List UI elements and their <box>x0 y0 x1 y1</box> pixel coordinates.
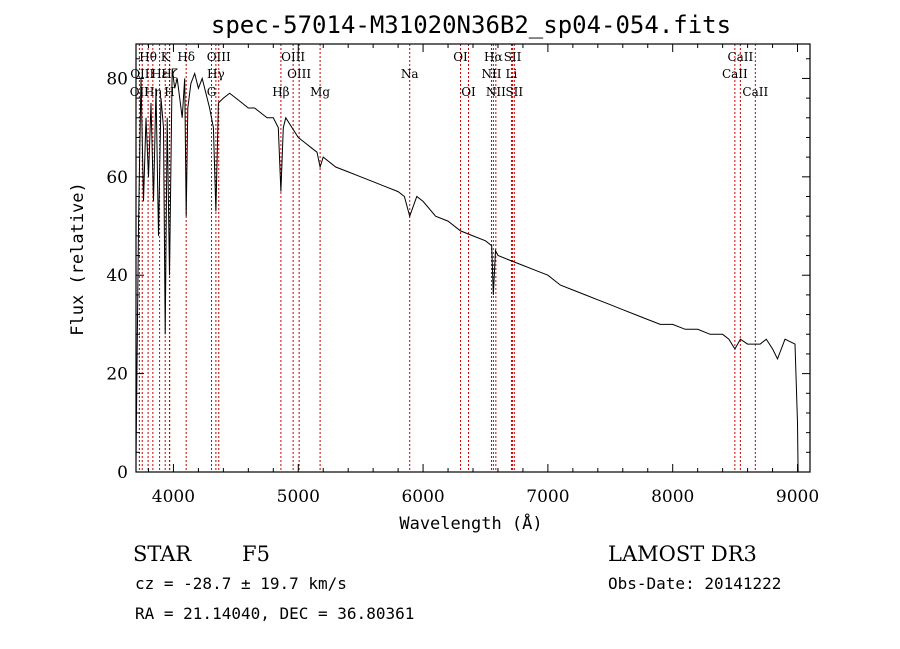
y-tick-label-0: 0 <box>117 463 128 483</box>
marker-label-22: SII <box>504 50 522 64</box>
marker-label-25: CaII <box>727 50 753 64</box>
spectral-line-markers <box>138 44 756 472</box>
object-class: STAR <box>133 542 192 566</box>
x-tick-label-8000: 8000 <box>651 487 694 507</box>
marker-label-16: Na <box>401 67 419 81</box>
marker-label-18: OI <box>461 85 476 99</box>
x-tick-label-4000: 4000 <box>152 487 195 507</box>
y-tick-label-60: 60 <box>106 168 128 188</box>
y-tick-label-80: 80 <box>106 69 128 89</box>
marker-label-3: Hη <box>144 85 162 99</box>
marker-label-10: OIII <box>207 50 231 64</box>
marker-label-8: Hζ <box>161 67 178 81</box>
x-tick-label-7000: 7000 <box>526 487 569 507</box>
spectral-line-labels: OIIHθOIIIHηKHεHHδHζGOIIIHγHβOIIIOIIIMgNa… <box>130 50 769 99</box>
marker-label-11: Hγ <box>207 67 225 81</box>
marker-label-12: Hβ <box>272 85 289 99</box>
marker-label-26: CaII <box>722 67 748 81</box>
marker-label-17: OI <box>453 50 468 64</box>
marker-label-5: Hε <box>151 67 168 81</box>
marker-label-20: NII <box>481 67 501 81</box>
x-tick-label-5000: 5000 <box>277 487 320 507</box>
x-axis-label: Wavelength (Å) <box>399 512 542 534</box>
y-tick-label-20: 20 <box>106 365 128 385</box>
observation-date: Obs-Date: 20141222 <box>608 574 781 593</box>
series-line-0 <box>135 68 799 473</box>
coordinates: RA = 21.14040, DEC = 36.80361 <box>135 604 414 623</box>
marker-label-4: K <box>161 50 171 64</box>
marker-label-14: OIII <box>287 67 311 81</box>
x-axis-ticks: 4000 5000 6000 7000 8000 9000 <box>147 44 819 507</box>
y-axis-label: Flux (relative) <box>68 182 88 336</box>
marker-label-7: Hδ <box>177 50 195 64</box>
marker-label-15: Mg <box>310 85 330 99</box>
marker-label-24: SII <box>505 85 523 99</box>
plot-frame <box>135 43 811 473</box>
x-tick-label-9000: 9000 <box>776 487 819 507</box>
marker-label-6: H <box>164 85 174 99</box>
marker-label-1: Hθ <box>139 50 157 64</box>
redshift-cz: cz = -28.7 ± 19.7 km/s <box>135 574 347 593</box>
marker-label-9: G <box>207 85 217 99</box>
y-tick-label-40: 40 <box>106 266 128 286</box>
marker-label-13: OIII <box>281 50 305 64</box>
y-axis-ticks: 0 20 40 60 80 <box>106 58 810 483</box>
x-tick-label-6000: 6000 <box>401 487 444 507</box>
survey-name: LAMOST DR3 <box>608 542 757 566</box>
marker-label-27: CaII <box>742 85 768 99</box>
marker-label-0: OII <box>130 85 150 99</box>
marker-label-21: NII <box>486 85 506 99</box>
chart-title: spec-57014-M31020N36B2_sp04-054.fits <box>211 11 731 39</box>
marker-label-19: Hα <box>484 50 503 64</box>
marker-label-23: Li <box>506 67 518 81</box>
spectrum-series <box>135 68 799 473</box>
object-subclass: F5 <box>242 542 270 566</box>
